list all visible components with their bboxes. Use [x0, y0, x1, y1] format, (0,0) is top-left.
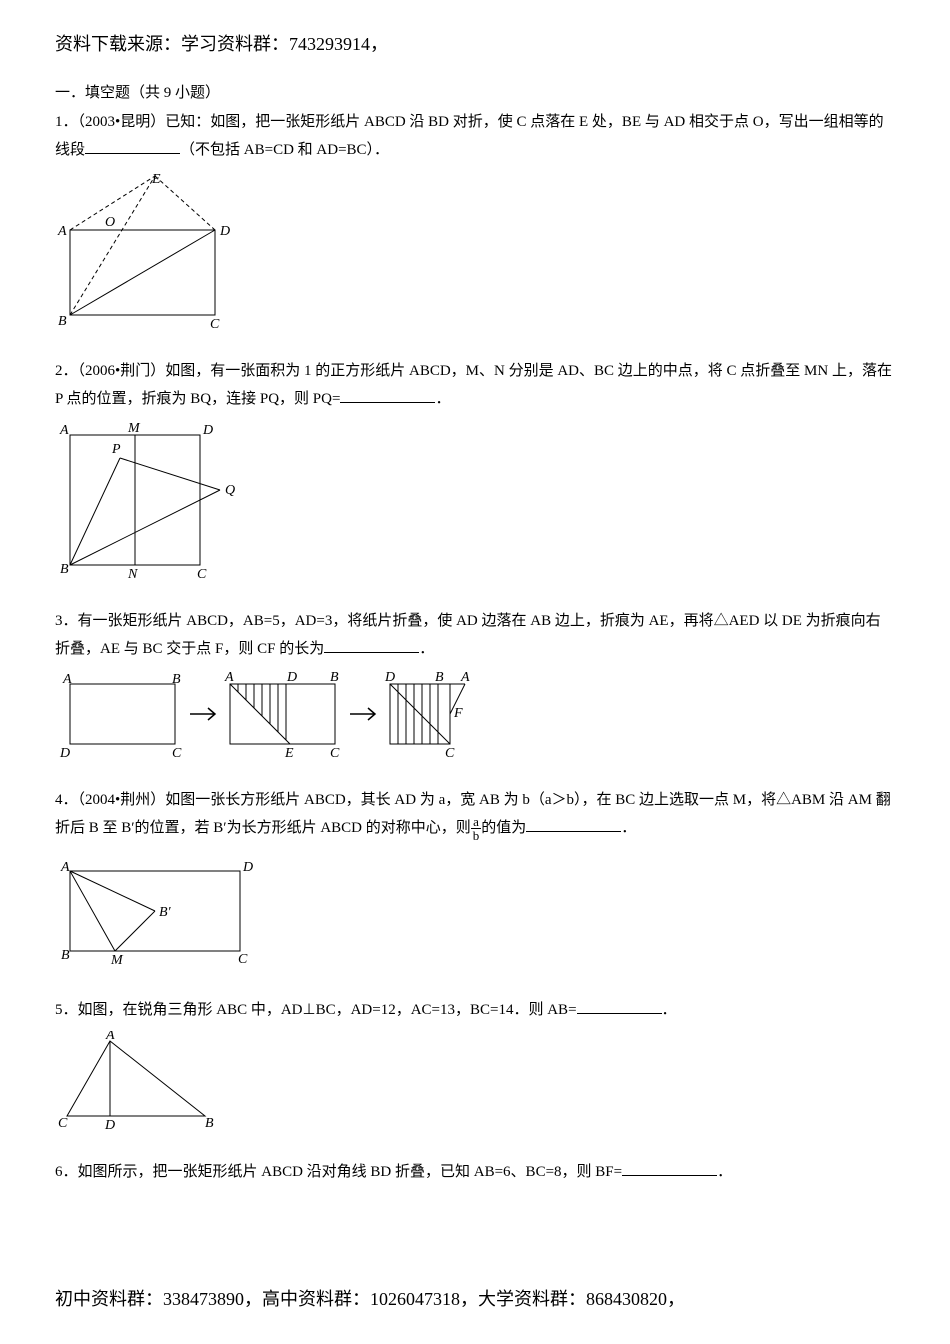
lbl-B: B	[60, 562, 69, 577]
lbl: B	[172, 672, 181, 687]
problem-5-after: ．	[662, 1002, 677, 1018]
problem-6-num: 6	[55, 1164, 63, 1180]
frac-num: a	[471, 815, 482, 829]
blank	[526, 817, 621, 832]
section-title: 一．填空题（共 9 小题）	[55, 81, 895, 105]
lbl-P: P	[111, 442, 121, 457]
lbl: C	[330, 746, 340, 759]
problem-2-before: ．（2006•荆门）如图，有一张面积为 1 的正方形纸片 ABCD，M、N 分别…	[55, 363, 892, 407]
lbl: C	[58, 1116, 68, 1131]
problem-6-text: 6．如图所示，把一张矩形纸片 ABCD 沿对角线 BD 折叠，已知 AB=6、B…	[55, 1159, 895, 1187]
lbl-A: A	[57, 224, 67, 239]
lbl: D	[384, 670, 395, 685]
problem-6-before: ．如图所示，把一张矩形纸片 ABCD 沿对角线 BD 折叠，已知 AB=6、BC…	[63, 1164, 623, 1180]
fraction-a-b: ab	[471, 815, 482, 842]
lbl: B	[61, 948, 70, 963]
lbl-Q: Q	[225, 483, 235, 498]
problem-5-num: 5	[55, 1002, 63, 1018]
lbl-C: C	[210, 317, 220, 330]
lbl: B	[205, 1116, 214, 1131]
lbl: A	[60, 860, 70, 875]
problem-2-text: 2．（2006•荆门）如图，有一张面积为 1 的正方形纸片 ABCD，M、N 分…	[55, 358, 895, 414]
lbl: C	[445, 746, 455, 759]
lbl: M	[110, 953, 124, 968]
figure-2: A B C D M N P Q	[55, 420, 895, 580]
lbl: B′	[159, 905, 172, 920]
blank	[324, 638, 419, 653]
lbl: C	[172, 746, 182, 759]
lbl-A: A	[59, 423, 69, 438]
lbl-O: O	[105, 215, 115, 230]
lbl-D: D	[219, 224, 230, 239]
lbl-D: D	[202, 423, 213, 438]
lbl: A	[105, 1031, 115, 1043]
problem-4-text: 4．（2004•荆州）如图一张长方形纸片 ABCD，其长 AD 为 a，宽 AB…	[55, 787, 895, 843]
lbl: A	[62, 672, 72, 687]
lbl: F	[453, 706, 463, 721]
problem-1-after: （不包括 AB=CD 和 AD=BC）．	[180, 142, 389, 158]
lbl-B: B	[58, 314, 67, 329]
frac-den: b	[471, 829, 482, 842]
footer-text: 初中资料群：338473890，高中资料群：1026047318，大学资料群：8…	[55, 1285, 685, 1314]
lbl: D	[286, 670, 297, 685]
lbl: D	[59, 746, 70, 759]
lbl-E: E	[151, 172, 161, 187]
problem-5: 5．如图，在锐角三角形 ABC 中，AD⊥BC，AD=12，AC=13，BC=1…	[55, 997, 895, 1131]
figure-1: A B C D E O	[55, 170, 895, 330]
lbl-N: N	[127, 567, 138, 580]
lbl: B	[435, 670, 444, 685]
blank	[340, 388, 435, 403]
lbl: D	[242, 860, 253, 875]
lbl: E	[284, 746, 294, 759]
header-source: 资料下载来源：学习资料群：743293914，	[55, 30, 895, 59]
problem-2: 2．（2006•荆门）如图，有一张面积为 1 的正方形纸片 ABCD，M、N 分…	[55, 358, 895, 580]
problem-3-before: ．有一张矩形纸片 ABCD，AB=5，AD=3，将纸片折叠，使 AD 边落在 A…	[55, 613, 881, 657]
problem-1: 1．（2003•昆明）已知：如图，把一张矩形纸片 ABCD 沿 BD 对折，使 …	[55, 109, 895, 331]
lbl-C: C	[197, 567, 207, 580]
blank	[85, 139, 180, 154]
problem-4: 4．（2004•荆州）如图一张长方形纸片 ABCD，其长 AD 为 a，宽 AB…	[55, 787, 895, 969]
problem-2-num: 2	[55, 363, 63, 379]
figure-3: A B C D A D B E C D B A F C	[55, 669, 895, 759]
problem-6: 6．如图所示，把一张矩形纸片 ABCD 沿对角线 BD 折叠，已知 AB=6、B…	[55, 1159, 895, 1187]
lbl: A	[224, 670, 234, 685]
problem-5-text: 5．如图，在锐角三角形 ABC 中，AD⊥BC，AD=12，AC=13，BC=1…	[55, 997, 895, 1025]
problem-4-after: ．	[621, 820, 636, 836]
problem-2-after: ．	[435, 391, 450, 407]
problem-3-after: ．	[419, 641, 434, 657]
lbl: B	[330, 670, 339, 685]
problem-6-after: ．	[717, 1164, 732, 1180]
lbl-M: M	[127, 421, 141, 436]
problem-3-text: 3．有一张矩形纸片 ABCD，AB=5，AD=3，将纸片折叠，使 AD 边落在 …	[55, 608, 895, 664]
blank	[622, 1161, 717, 1176]
lbl: D	[104, 1118, 115, 1131]
blank	[577, 999, 662, 1014]
figure-4: A B C D M B′	[55, 859, 895, 969]
problem-4-num: 4	[55, 792, 63, 808]
problem-3: 3．有一张矩形纸片 ABCD，AB=5，AD=3，将纸片折叠，使 AD 边落在 …	[55, 608, 895, 760]
problem-1-text: 1．（2003•昆明）已知：如图，把一张矩形纸片 ABCD 沿 BD 对折，使 …	[55, 109, 895, 165]
lbl: A	[460, 670, 470, 685]
problem-1-num: 1	[55, 114, 63, 130]
lbl: C	[238, 952, 248, 967]
problem-4-mid: 的值为	[481, 820, 526, 836]
figure-5: A C D B	[55, 1031, 895, 1131]
problem-5-before: ．如图，在锐角三角形 ABC 中，AD⊥BC，AD=12，AC=13，BC=14…	[63, 1002, 577, 1018]
problem-3-num: 3	[55, 613, 63, 629]
